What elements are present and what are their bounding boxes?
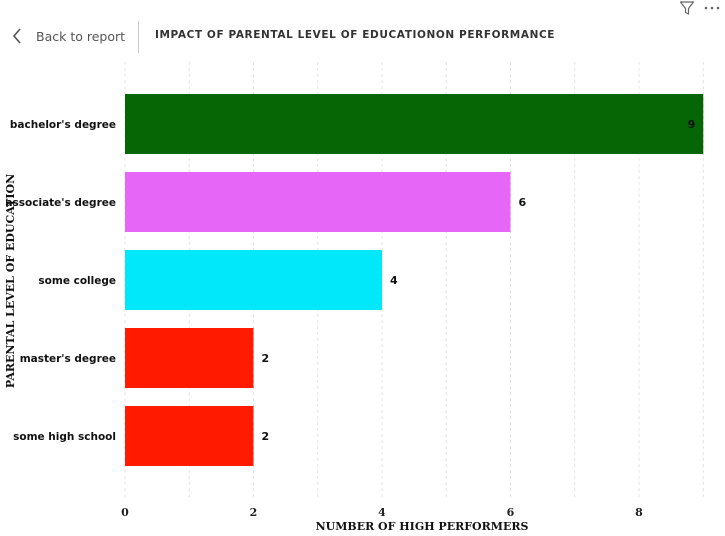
back-to-report-label: Back to report (36, 28, 126, 44)
page-title: IMPACT OF PARENTAL LEVEL OF EDUCATIONON … (155, 29, 556, 41)
value-label: 9 (688, 118, 696, 131)
value-label: 6 (519, 196, 527, 209)
x-tick-label: 8 (635, 506, 643, 519)
bar[interactable] (125, 250, 382, 310)
x-tick-labels: 0 2 4 6 8 (121, 506, 643, 519)
x-tick-label: 2 (250, 506, 258, 519)
value-label: 2 (262, 352, 270, 365)
category-label: some high school (13, 431, 116, 443)
category-label: associate's degree (5, 197, 116, 209)
x-tick-label: 4 (378, 506, 386, 519)
value-label: 4 (390, 274, 398, 287)
category-labels: bachelor's degree associate's degree some … (5, 119, 116, 443)
bar[interactable] (125, 328, 254, 388)
value-labels: 9 6 4 2 2 (262, 118, 696, 443)
header: Back to report IMPACT OF PARENTAL LEVEL … (0, 0, 725, 62)
visual-header-icons (679, 0, 721, 16)
bar[interactable] (125, 406, 254, 466)
back-to-report-button[interactable]: Back to report (12, 24, 125, 48)
y-axis-title: PARENTAL LEVEL OF EDUCATION (4, 174, 17, 388)
category-label: bachelor's degree (10, 119, 116, 131)
x-axis-title: NUMBER OF HIGH PERFORMERS (316, 520, 529, 533)
chevron-left-icon (12, 28, 21, 44)
bars (125, 94, 704, 466)
header-divider (138, 21, 139, 53)
category-label: some college (38, 275, 116, 287)
filter-icon[interactable] (679, 0, 695, 16)
value-label: 2 (262, 430, 270, 443)
x-tick-label: 0 (121, 506, 129, 519)
x-tick-label: 6 (507, 506, 515, 519)
category-label: master's degree (20, 353, 116, 365)
bar[interactable] (125, 172, 511, 232)
bar[interactable] (125, 94, 704, 154)
more-options-icon[interactable] (703, 0, 721, 16)
